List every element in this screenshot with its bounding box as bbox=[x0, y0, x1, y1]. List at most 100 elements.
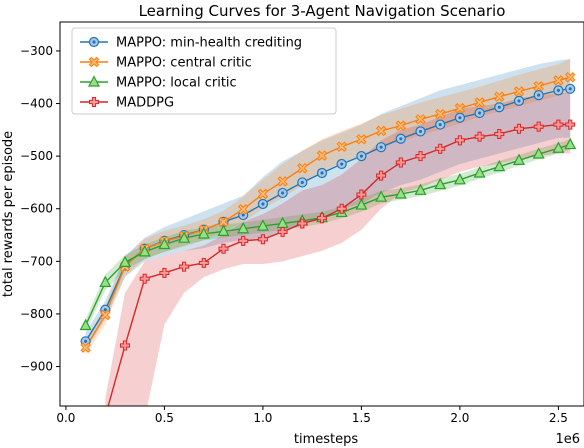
legend-marker bbox=[88, 36, 100, 48]
data-point bbox=[552, 141, 565, 153]
y-tick-label: −700 bbox=[20, 254, 53, 268]
legend-marker bbox=[88, 56, 100, 68]
data-point bbox=[564, 137, 577, 150]
data-point bbox=[415, 114, 426, 125]
data-point bbox=[317, 213, 327, 224]
x-tick-label: 2.0 bbox=[450, 411, 469, 425]
data-point bbox=[257, 188, 269, 200]
data-point bbox=[355, 198, 368, 210]
data-point bbox=[158, 237, 171, 250]
data-point bbox=[297, 177, 308, 188]
data-point bbox=[120, 340, 131, 351]
chart-title: Learning Curves for 3-Agent Navigation S… bbox=[139, 2, 506, 20]
data-point bbox=[474, 97, 485, 108]
data-point bbox=[375, 190, 388, 202]
data-point bbox=[198, 257, 209, 268]
data-point bbox=[179, 261, 190, 272]
x-tick-label: 1.0 bbox=[253, 411, 272, 425]
data-point bbox=[80, 342, 91, 353]
data-point bbox=[316, 167, 328, 179]
y-tick-label: −500 bbox=[20, 149, 53, 163]
data-point bbox=[138, 245, 151, 257]
data-point bbox=[565, 83, 576, 94]
data-point bbox=[494, 102, 505, 113]
confidence-band bbox=[85, 139, 571, 332]
y-axis-ticks: −900 −800 −700 −600 −500 −400 −300 bbox=[20, 44, 60, 374]
data-point bbox=[473, 166, 486, 178]
data-point bbox=[375, 142, 387, 153]
data-point bbox=[494, 91, 505, 102]
data-point bbox=[375, 125, 387, 137]
data-point bbox=[237, 204, 249, 215]
data-point bbox=[494, 129, 505, 140]
legend-marker bbox=[89, 97, 99, 107]
data-point bbox=[100, 309, 111, 321]
data-point bbox=[218, 243, 229, 254]
legend-label: MAPPO: local critic bbox=[116, 76, 237, 91]
data-point bbox=[217, 224, 230, 236]
data-point bbox=[533, 80, 544, 92]
data-point bbox=[532, 147, 545, 159]
series-markers bbox=[79, 72, 577, 421]
data-point bbox=[553, 119, 564, 130]
data-point bbox=[395, 120, 407, 131]
data-point bbox=[99, 275, 112, 287]
data-point bbox=[101, 412, 110, 421]
data-point bbox=[415, 126, 426, 137]
data-point bbox=[454, 135, 465, 146]
data-point bbox=[277, 226, 288, 237]
data-point bbox=[493, 159, 506, 172]
data-point bbox=[178, 231, 191, 243]
data-point bbox=[435, 143, 446, 154]
y-tick-label: −600 bbox=[20, 202, 53, 216]
x-axis-label: timesteps bbox=[294, 432, 358, 447]
x-tick-label: 2.5 bbox=[549, 411, 568, 425]
confidence-band bbox=[105, 93, 571, 406]
data-point bbox=[336, 203, 347, 214]
x-tick-label: 1.5 bbox=[352, 411, 371, 425]
x-axis-ticks: 0.0 0.5 1.0 1.5 2.0 2.5 bbox=[56, 406, 568, 425]
data-point bbox=[434, 108, 446, 120]
data-point bbox=[565, 72, 576, 83]
x-tick-label: 0.0 bbox=[56, 411, 75, 425]
legend-label: MAPPO: central critic bbox=[116, 56, 252, 71]
legend-label: MAPPO: min-health crediting bbox=[116, 36, 302, 51]
plot-frame bbox=[59, 21, 584, 407]
data-point bbox=[197, 227, 210, 239]
y-tick-label: −400 bbox=[20, 97, 53, 111]
data-point bbox=[395, 157, 406, 168]
data-point bbox=[218, 216, 229, 228]
data-point bbox=[257, 234, 268, 245]
legend-label: MADDPG bbox=[116, 96, 174, 111]
data-point bbox=[414, 183, 427, 195]
data-point bbox=[356, 134, 367, 145]
data-point bbox=[238, 235, 249, 246]
data-point bbox=[336, 158, 347, 170]
data-point bbox=[474, 107, 485, 119]
data-point bbox=[336, 141, 347, 152]
data-point bbox=[356, 151, 367, 162]
data-point bbox=[512, 153, 525, 165]
confidence-band bbox=[85, 58, 571, 351]
data-point bbox=[159, 267, 170, 278]
y-tick-label: −900 bbox=[20, 360, 53, 374]
x-tick-label: 0.5 bbox=[155, 411, 174, 425]
data-point bbox=[395, 133, 406, 144]
data-point bbox=[415, 151, 426, 162]
y-tick-label: −300 bbox=[20, 44, 53, 58]
legend-marker bbox=[88, 75, 100, 87]
data-point bbox=[553, 85, 564, 96]
data-point bbox=[394, 187, 407, 199]
data-point bbox=[533, 121, 544, 132]
chart-legend: MAPPO: min-health crediting MAPPO: centra… bbox=[71, 27, 337, 115]
data-point bbox=[513, 86, 525, 97]
data-point bbox=[316, 150, 328, 161]
y-axis-label: total rewards per episode bbox=[1, 131, 16, 297]
data-point bbox=[513, 123, 524, 134]
data-point bbox=[277, 176, 288, 187]
data-point bbox=[356, 189, 367, 200]
data-point bbox=[474, 131, 485, 142]
data-point bbox=[553, 75, 564, 86]
data-point bbox=[119, 255, 132, 267]
